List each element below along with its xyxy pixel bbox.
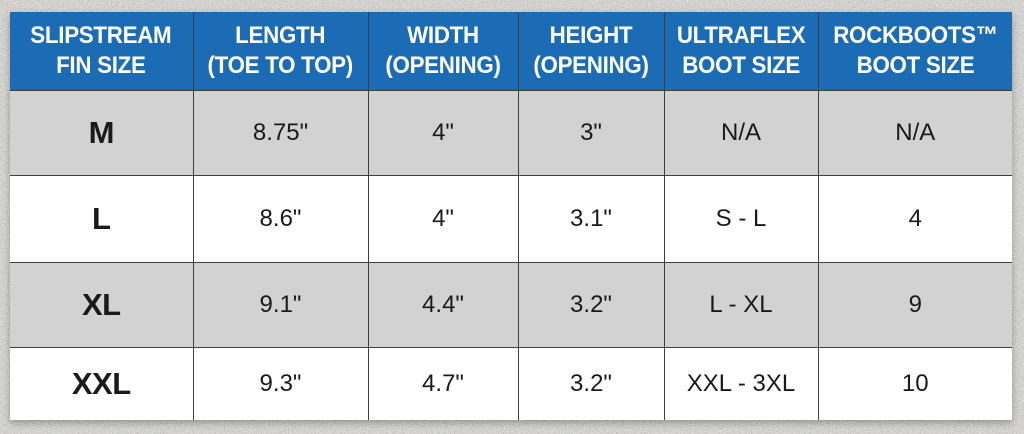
column-header-height: HEIGHT (OPENING): [517, 12, 665, 91]
cell-width: 4.7": [367, 346, 519, 420]
column-header-rockboots: ROCKBOOTS™ BOOT SIZE: [817, 12, 1012, 91]
cell-ultraflex: N/A: [663, 89, 819, 176]
cell-rockboots: 10: [817, 346, 1012, 420]
cell-rockboots: N/A: [817, 89, 1012, 176]
cell-height: 3.2": [517, 346, 665, 420]
table-header-row: SLIPSTREAM FIN SIZE LENGTH (TOE TO TOP) …: [10, 12, 1012, 91]
cell-height: 3.1": [517, 174, 665, 263]
table-row-xl: XL 9.1" 4.4" 3.2" L - XL 9: [10, 261, 1012, 348]
cell-width: 4": [367, 174, 519, 263]
cell-height: 3.2": [517, 261, 665, 348]
cell-fin-size: M: [10, 89, 194, 176]
column-header-label: HEIGHT (OPENING): [533, 21, 649, 79]
column-header-ultraflex: ULTRAFLEX BOOT SIZE: [663, 12, 819, 91]
cell-fin-size: XXL: [10, 346, 194, 420]
cell-ultraflex: XXL - 3XL: [663, 346, 819, 420]
table-row-m: M 8.75" 4" 3" N/A N/A: [10, 89, 1012, 176]
column-header-label: WIDTH (OPENING): [385, 21, 501, 79]
column-header-fin-size: SLIPSTREAM FIN SIZE: [10, 12, 194, 91]
table-row-xxl: XXL 9.3" 4.7" 3.2" XXL - 3XL 10: [10, 346, 1012, 420]
column-header-label: ROCKBOOTS™ BOOT SIZE: [832, 21, 998, 79]
fin-size-chart-table: SLIPSTREAM FIN SIZE LENGTH (TOE TO TOP) …: [10, 12, 1012, 420]
cell-fin-size: L: [10, 174, 194, 263]
cell-length: 8.6": [192, 174, 369, 263]
column-header-label: ULTRAFLEX BOOT SIZE: [676, 21, 806, 79]
cell-length: 9.1": [192, 261, 369, 348]
cell-fin-size: XL: [10, 261, 194, 348]
column-header-label: SLIPSTREAM FIN SIZE: [30, 21, 172, 79]
cell-length: 8.75": [192, 89, 369, 176]
cell-ultraflex: S - L: [663, 174, 819, 263]
column-header-length: LENGTH (TOE TO TOP): [192, 12, 369, 91]
cell-ultraflex: L - XL: [663, 261, 819, 348]
cell-length: 9.3": [192, 346, 369, 420]
cell-height: 3": [517, 89, 665, 176]
cell-rockboots: 9: [817, 261, 1012, 348]
column-header-label: LENGTH (TOE TO TOP): [207, 21, 354, 79]
fin-size-chart: SLIPSTREAM FIN SIZE LENGTH (TOE TO TOP) …: [10, 12, 1012, 420]
cell-width: 4.4": [367, 261, 519, 348]
column-header-width: WIDTH (OPENING): [367, 12, 519, 91]
cell-width: 4": [367, 89, 519, 176]
table-row-l: L 8.6" 4" 3.1" S - L 4: [10, 174, 1012, 263]
cell-rockboots: 4: [817, 174, 1012, 263]
